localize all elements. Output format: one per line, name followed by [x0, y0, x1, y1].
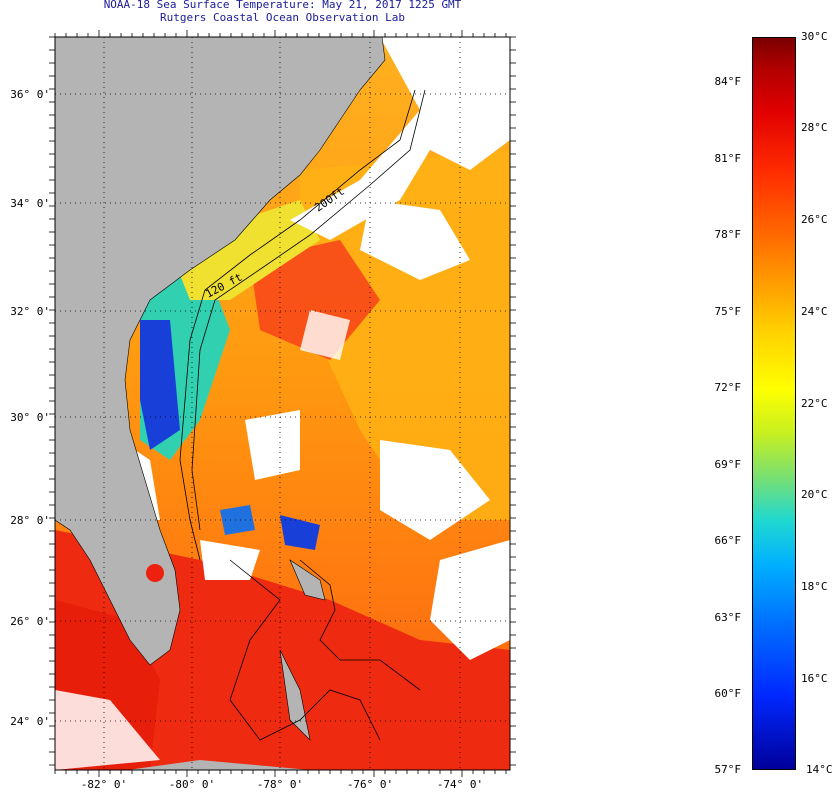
cloud-mask — [245, 410, 300, 480]
cold-patch — [280, 515, 320, 550]
celsius-label: 14°C — [806, 763, 832, 776]
latitude-label: 26° 0' — [10, 615, 50, 628]
fahrenheit-label: 63°F — [714, 611, 742, 624]
cloud-mask — [360, 200, 470, 280]
fahrenheit-label: 75°F — [714, 305, 742, 318]
celsius-label: 26°C — [801, 213, 828, 226]
depth-contour — [191, 89, 426, 531]
shelf-cold-water — [140, 320, 180, 450]
axis-ticks — [49, 30, 516, 777]
graticule — [55, 37, 510, 770]
longitude-label: -80° 0' — [169, 778, 215, 791]
latitude-label: 30° 0' — [10, 411, 50, 424]
longitude-label: -78° 0' — [257, 778, 303, 791]
longitude-label: -82° 0' — [81, 778, 127, 791]
fahrenheit-label: 66°F — [714, 534, 742, 547]
map-title: NOAA-18 Sea Surface Temperature: May 21,… — [103, 0, 462, 11]
cloud-mask — [380, 440, 490, 540]
fahrenheit-label: 81°F — [714, 152, 742, 165]
land-cuba — [127, 760, 510, 770]
celsius-label: 18°C — [801, 580, 828, 593]
cloud-mask — [290, 37, 510, 240]
celsius-label: 24°C — [801, 305, 828, 318]
fahrenheit-label: 84°F — [714, 75, 742, 88]
map-frame — [54, 36, 511, 771]
celsius-label: 16°C — [801, 672, 828, 685]
longitude-label: -74° 0' — [437, 778, 483, 791]
celsius-label: 22°C — [801, 397, 828, 410]
cloud-mask — [300, 310, 350, 360]
celsius-label: 30°C — [801, 30, 828, 43]
fahrenheit-label: 72°F — [714, 381, 742, 394]
depth-contour — [299, 559, 421, 691]
map-subtitle: Rutgers Coastal Ocean Observation Lab — [159, 11, 406, 24]
celsius-label: 28°C — [801, 121, 828, 134]
latitude-label: 32° 0' — [10, 305, 50, 318]
cold-patch — [220, 505, 255, 535]
land-southeast-us — [55, 37, 386, 666]
cloud-mask — [55, 690, 160, 770]
depth-contour — [229, 559, 381, 741]
latitude-label: 36° 0' — [10, 88, 50, 101]
fahrenheit-label: 57°F — [714, 763, 742, 776]
fahrenheit-label: 60°F — [714, 687, 742, 700]
longitude-label: -76° 0' — [347, 778, 393, 791]
cloud-mask — [430, 540, 510, 660]
celsius-label: 20°C — [801, 488, 828, 501]
fahrenheit-label: 78°F — [714, 228, 742, 241]
latitude-label: 24° 0' — [10, 715, 50, 728]
temperature-colorbar — [752, 37, 796, 770]
map-image — [55, 37, 510, 770]
latitude-label: 28° 0' — [10, 514, 50, 527]
lake-okeechobee — [146, 564, 164, 582]
bahamas-islands — [289, 559, 326, 601]
fahrenheit-label: 69°F — [714, 458, 742, 471]
shelf-yellow-water — [170, 200, 320, 300]
latitude-label: 34° 0' — [10, 197, 50, 210]
depth-contour — [179, 89, 416, 561]
